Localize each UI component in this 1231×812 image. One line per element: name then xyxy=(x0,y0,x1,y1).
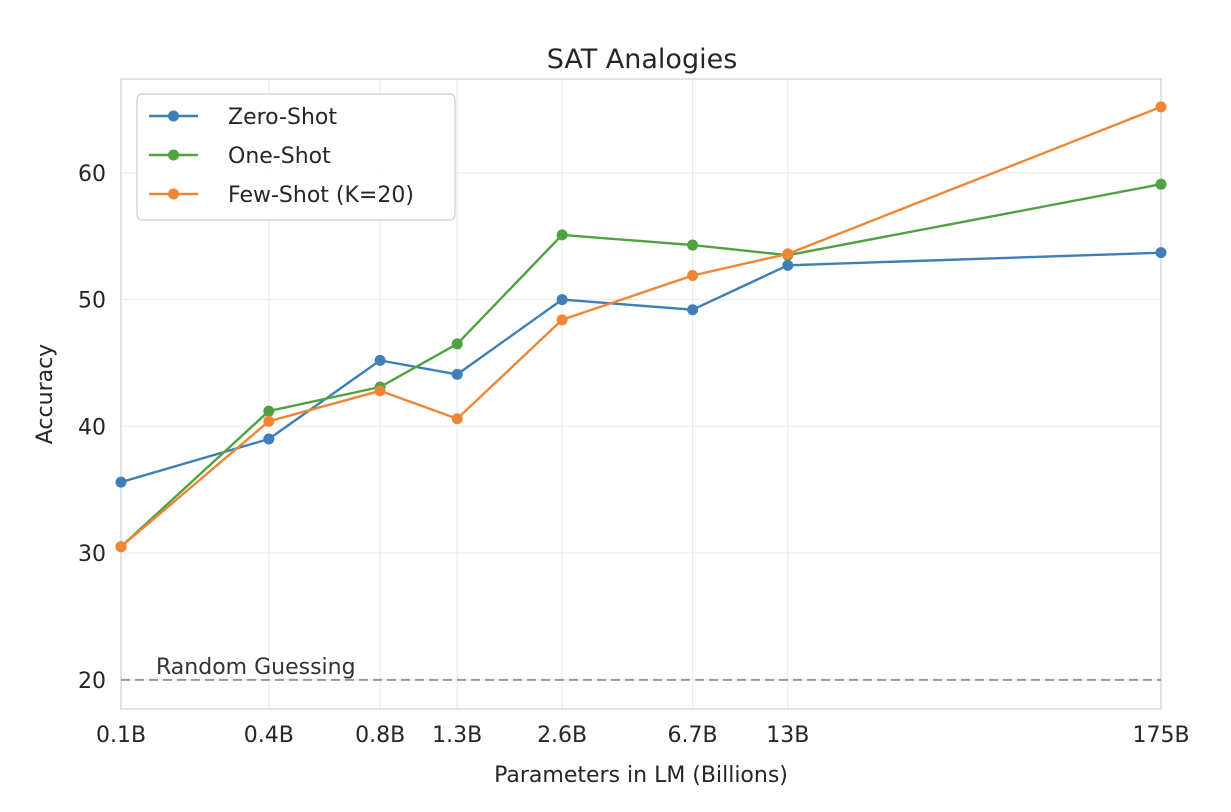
x-tick-label: 2.6B xyxy=(537,723,587,748)
legend-label: One-Shot xyxy=(228,144,331,169)
series-line xyxy=(120,251,1162,484)
x-tick-label: 13B xyxy=(766,723,809,748)
y-tick-label: 30 xyxy=(78,542,106,567)
data-point xyxy=(374,385,386,397)
legend-box xyxy=(136,93,456,221)
y-tick-labels: 20 30 40 50 60 xyxy=(78,162,106,694)
y-tick-label: 20 xyxy=(78,669,106,694)
series-few-shot-k-20 xyxy=(115,101,1167,553)
y-tick-label: 50 xyxy=(78,289,106,314)
y-tick-label: 40 xyxy=(78,415,106,440)
data-point xyxy=(556,229,568,241)
series-line xyxy=(120,183,1162,548)
reference-line-group: Random Guessing xyxy=(121,655,1161,681)
data-point xyxy=(687,304,699,316)
data-point xyxy=(1155,101,1167,113)
data-point xyxy=(451,368,463,380)
data-point xyxy=(263,415,275,427)
legend-label: Zero-Shot xyxy=(228,105,337,130)
series-zero-shot xyxy=(115,247,1167,488)
legend-marker xyxy=(168,110,179,122)
x-tick-label: 0.8B xyxy=(355,723,405,748)
x-tick-label: 175B xyxy=(1132,723,1189,748)
data-point xyxy=(687,239,699,251)
legend-item: Zero-Shot xyxy=(149,105,337,130)
x-tick-labels: 0.1B 0.4B 0.8B 1.3B 2.6B 6.7B 13B 175B xyxy=(96,723,1190,748)
legend-item: One-Shot xyxy=(149,144,331,169)
legend-label: Few-Shot (K=20) xyxy=(228,183,414,208)
data-point xyxy=(687,269,699,281)
data-point xyxy=(451,338,463,350)
chart-title: SAT Analogies xyxy=(547,44,738,75)
legend-item: Few-Shot (K=20) xyxy=(149,183,414,208)
plot-area-frame xyxy=(120,78,1162,710)
data-point xyxy=(115,476,127,488)
random-guessing-label: Random Guessing xyxy=(156,655,356,680)
series-group xyxy=(115,101,1167,553)
y-tick-label: 60 xyxy=(78,162,106,187)
series-line xyxy=(120,105,1162,548)
data-point xyxy=(782,248,794,260)
series-one-shot xyxy=(115,178,1167,553)
data-point xyxy=(556,314,568,326)
legend-marker xyxy=(168,188,179,200)
y-axis-label: Accuracy xyxy=(33,344,58,444)
data-point xyxy=(782,259,794,271)
x-tick-label: 0.1B xyxy=(96,723,146,748)
data-point xyxy=(263,405,275,417)
x-tick-label: 1.3B xyxy=(432,723,482,748)
data-point xyxy=(263,433,275,445)
x-axis-label: Parameters in LM (Billions) xyxy=(494,763,788,788)
data-point xyxy=(1155,178,1167,190)
legend: Zero-Shot One-Shot Few-Shot (K=20) xyxy=(136,93,456,221)
legend-marker xyxy=(168,149,179,161)
x-tick-label: 6.7B xyxy=(668,723,718,748)
data-point xyxy=(1155,247,1167,259)
data-point xyxy=(556,294,568,306)
data-point xyxy=(451,413,463,425)
x-tick-label: 0.4B xyxy=(244,723,294,748)
data-point xyxy=(115,541,127,553)
data-point xyxy=(374,354,386,366)
